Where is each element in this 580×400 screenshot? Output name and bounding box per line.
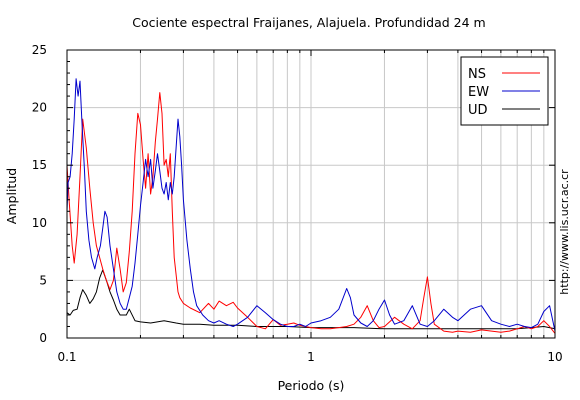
- x-tick-label: 0.1: [57, 350, 76, 364]
- series-line-ns: [66, 92, 556, 334]
- series-layer: [66, 78, 556, 334]
- y-tick-label: 25: [32, 43, 47, 57]
- y-tick-label: 0: [39, 331, 47, 345]
- y-tick-label: 5: [39, 273, 47, 287]
- x-axis-label: Periodo (s): [278, 378, 345, 393]
- legend-label-ew: EW: [468, 85, 489, 100]
- legend-label-ud: UD: [468, 103, 488, 118]
- grid-lines: [67, 50, 555, 338]
- watermark-url: http://www.lis.ucr.ac.cr: [558, 169, 571, 295]
- y-tick-label: 15: [32, 158, 47, 172]
- legend-label-ns: NS: [468, 67, 486, 82]
- x-tick-label: 1: [307, 350, 315, 364]
- axis-ticks: 0.1 1 10 0 5 10 15 20 25: [32, 43, 563, 364]
- y-tick-label: 10: [32, 216, 47, 230]
- series-line-ud: [66, 269, 556, 330]
- legend: NS EW UD: [460, 56, 549, 126]
- x-tick-label: 10: [547, 350, 562, 364]
- y-tick-label: 20: [32, 101, 47, 115]
- series-line-ew: [66, 78, 556, 332]
- y-axis-label: Amplitud: [4, 168, 19, 224]
- chart-title: Cociente espectral Fraijanes, Alajuela. …: [132, 15, 485, 30]
